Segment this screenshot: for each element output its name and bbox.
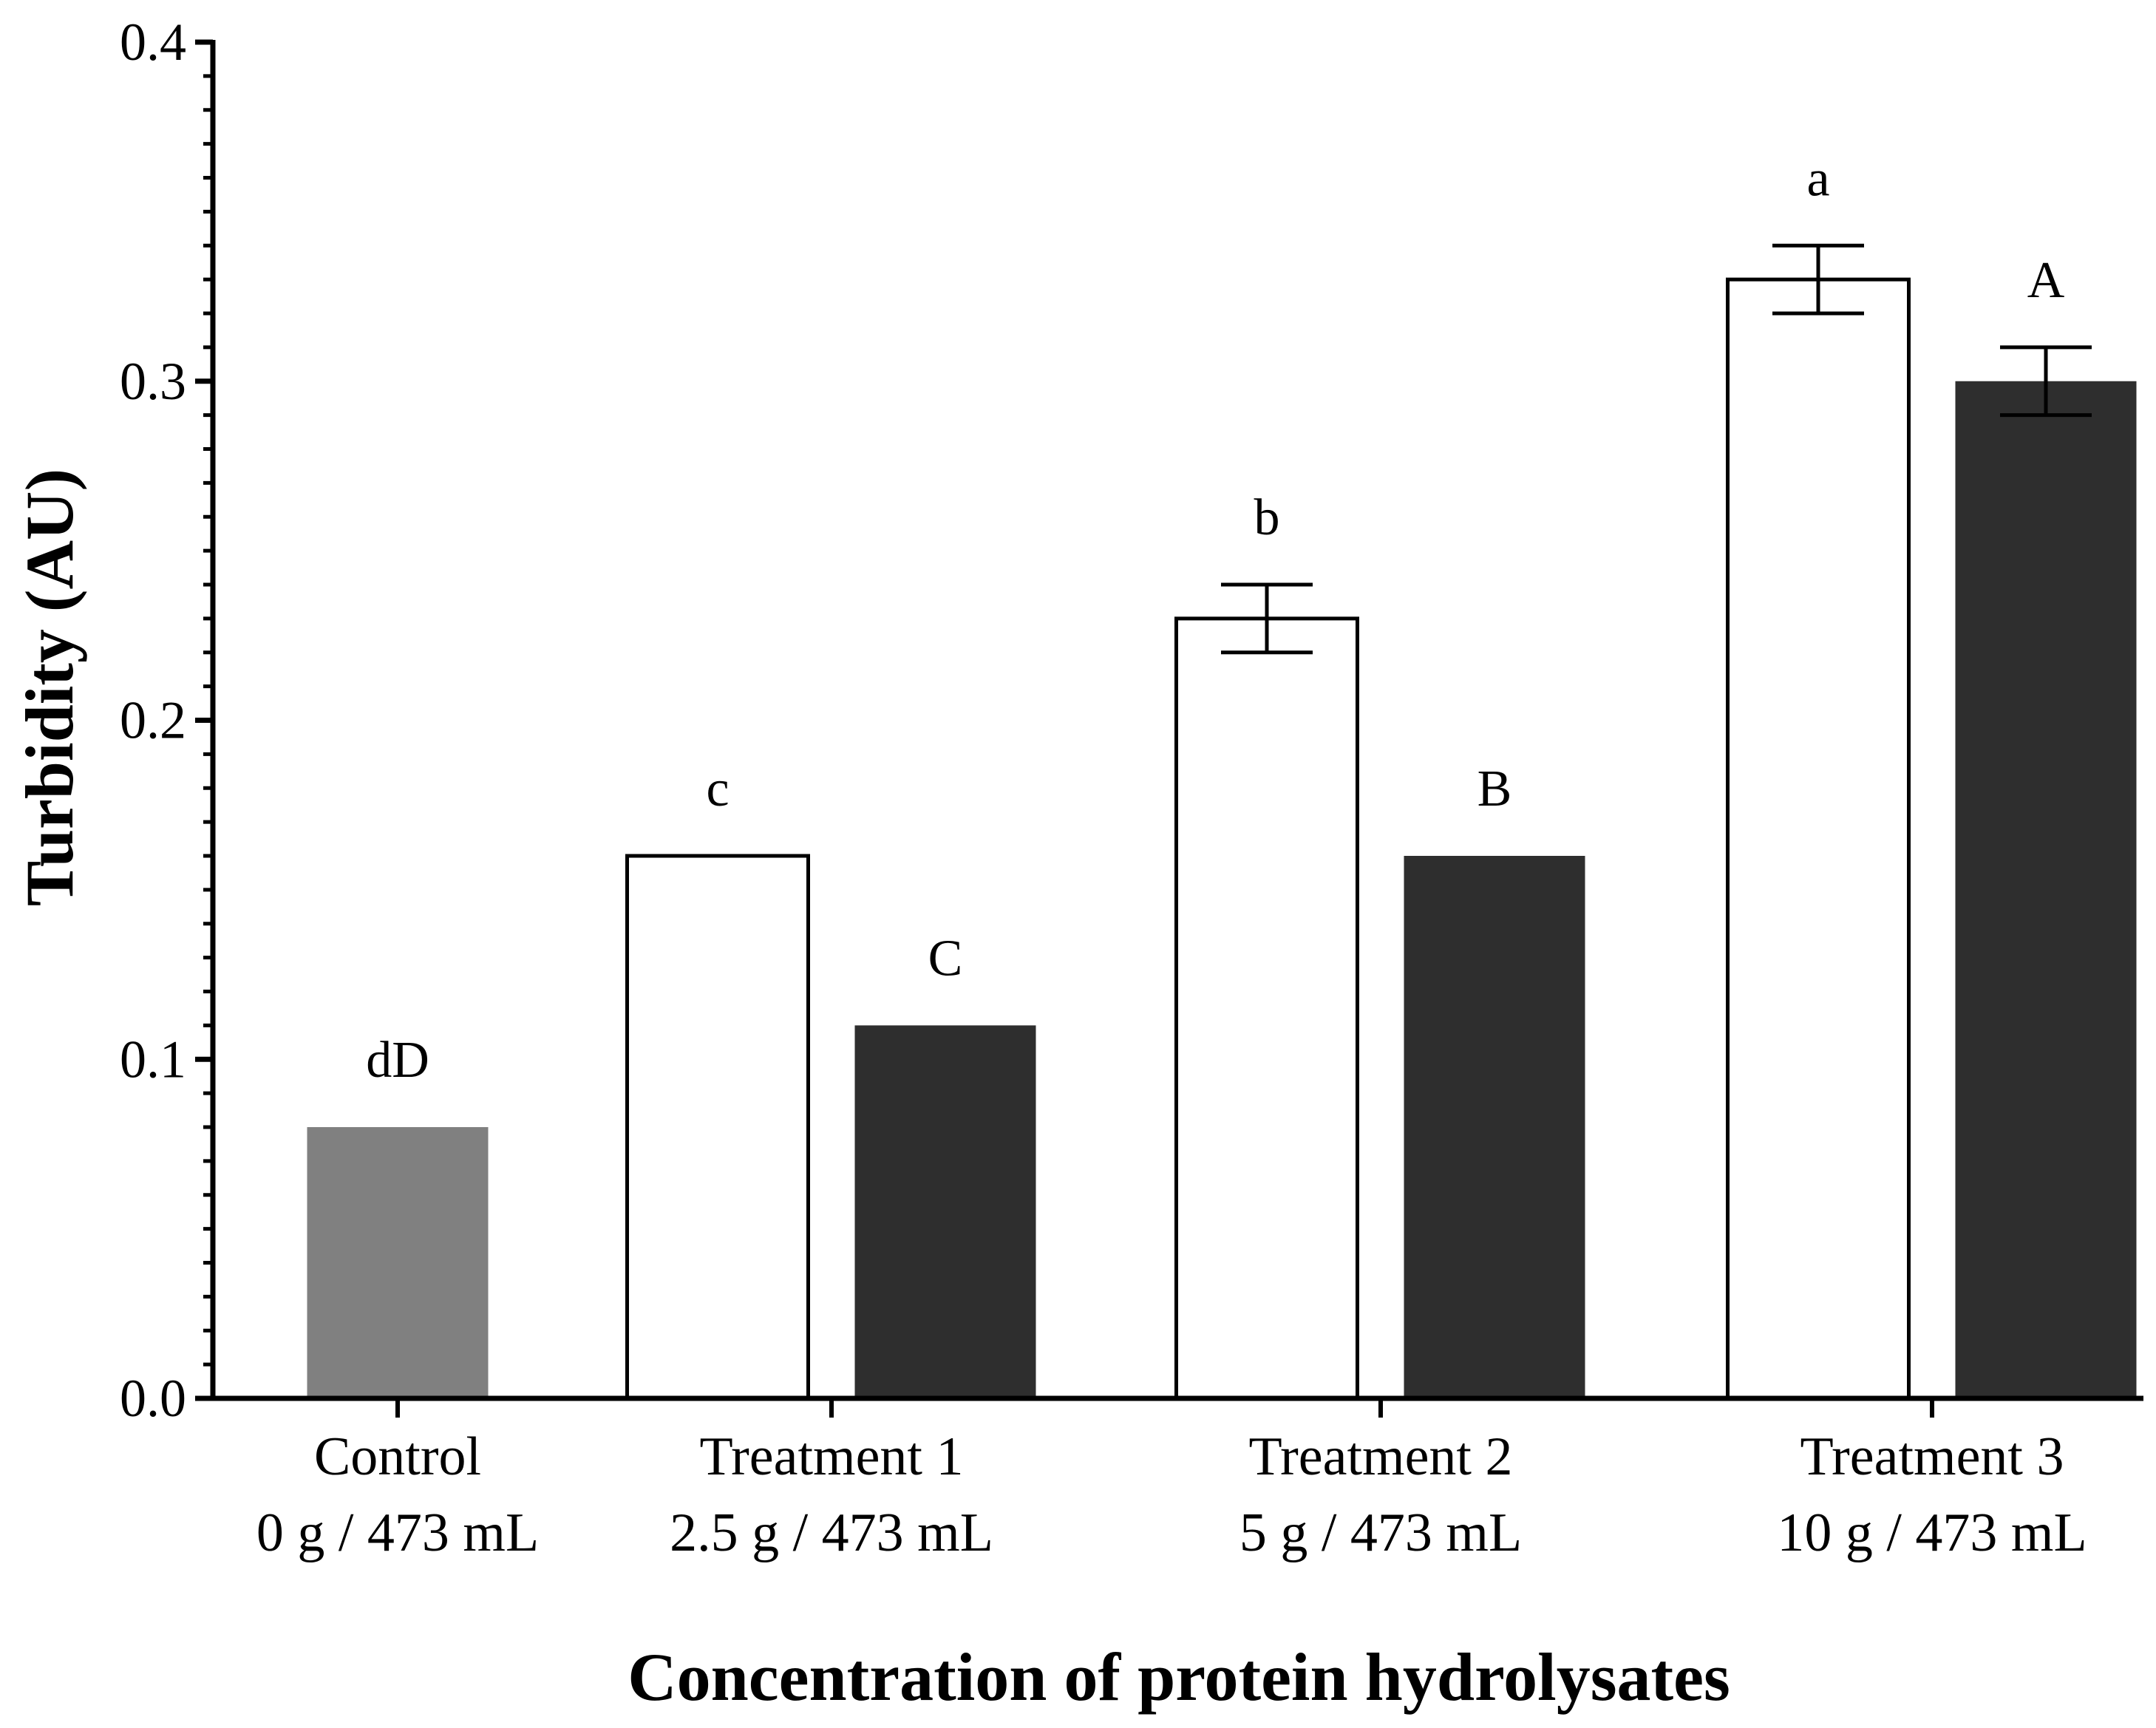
x-category-label-0: Control <box>314 1426 481 1487</box>
bar-5 <box>1726 277 1911 1401</box>
x-axis-title: Concentration of protein hydrolysates <box>628 1639 1730 1715</box>
significance-label-2: C <box>928 930 963 987</box>
significance-labels-layer: dD c Cb Ba A <box>366 150 2065 1089</box>
axis-labels-layer: 0.0 0.1 0.2 0.3 0.4 Control 0 g / 473 mL Treatm… <box>120 13 2087 1563</box>
x-category-sublabel-0: 0 g / 473 mL <box>256 1503 539 1563</box>
y-tick-label-2: 0.2 <box>120 691 186 750</box>
bars-layer <box>307 277 2137 1401</box>
bar-1 <box>625 854 810 1401</box>
x-category-label-1: Treatment 1 <box>700 1426 964 1487</box>
y-tick-label-0: 0.0 <box>120 1369 186 1428</box>
significance-label-4: B <box>1477 761 1512 817</box>
significance-label-5: a <box>1806 150 1829 207</box>
axes-layer <box>195 39 2143 1418</box>
x-category-label-2: Treatment 2 <box>1249 1426 1513 1487</box>
significance-label-3: b <box>1254 489 1280 546</box>
significance-label-6: A <box>2027 252 2065 309</box>
y-tick-label-1: 0.1 <box>120 1030 186 1089</box>
bar-4 <box>1404 856 1585 1398</box>
significance-label-1: c <box>706 761 729 817</box>
y-tick-label-3: 0.3 <box>120 352 186 411</box>
bar-3 <box>1174 616 1359 1401</box>
y-axis-title: Turbidity (AU) <box>12 469 87 906</box>
x-category-sublabel-2: 5 g / 473 mL <box>1239 1503 1522 1563</box>
x-category-label-3: Treatment 3 <box>1800 1426 2064 1487</box>
bar-6 <box>1955 381 2137 1398</box>
error-bars-layer <box>1221 243 2092 655</box>
x-category-sublabel-3: 10 g / 473 mL <box>1777 1503 2087 1563</box>
bar-0 <box>307 1127 489 1398</box>
bar-2 <box>854 1025 1036 1398</box>
x-category-sublabel-1: 2.5 g / 473 mL <box>670 1503 993 1563</box>
significance-label-0: dD <box>366 1032 429 1089</box>
y-tick-label-4: 0.4 <box>120 13 186 72</box>
